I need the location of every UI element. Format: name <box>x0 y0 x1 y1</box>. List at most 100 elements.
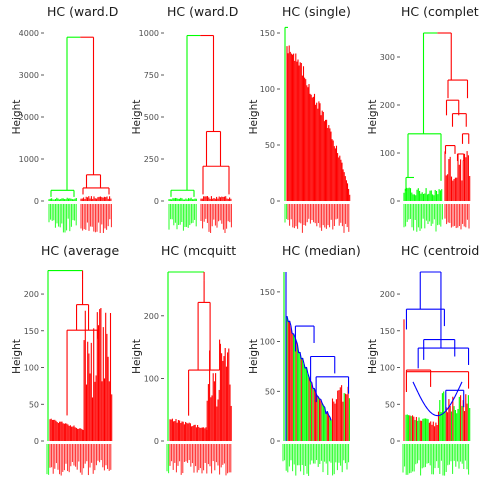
y-tick-label: 4000 <box>19 29 39 38</box>
y-tick-label: 200 <box>380 101 395 110</box>
y-tick-label: 100 <box>380 364 395 373</box>
y-tick-label: 500 <box>144 113 159 122</box>
panel-title: HC (single) <box>282 4 351 19</box>
dendrogram-branch <box>432 413 436 416</box>
y-tick-label: 0 <box>34 197 39 206</box>
y-axis-label: Height <box>248 339 260 374</box>
dendrogram-branch <box>412 381 416 388</box>
dendrogram-branch <box>316 395 319 398</box>
dendrogram-branch <box>414 386 419 393</box>
y-tick-label: 100 <box>24 364 39 373</box>
y-tick-label: 0 <box>390 197 395 206</box>
dendrogram-branch <box>311 382 314 389</box>
panel-4: HC (complet Height 0 100 200 300 <box>367 4 479 232</box>
y-tick-label: 0 <box>270 437 275 446</box>
dendrogram-branch <box>299 351 302 360</box>
y-tick-label: 150 <box>260 29 275 38</box>
y-tick-label: 0 <box>270 197 275 206</box>
dendrogram-branch <box>449 401 453 407</box>
panel-8: HC (centroid Height 0 50 100 150 200 <box>367 243 479 476</box>
dendrogram-branch <box>329 416 332 421</box>
dendrogram-branch <box>439 413 443 416</box>
dendrogram-branch <box>328 414 331 418</box>
y-tick-label: 200 <box>144 312 159 321</box>
dendrogram-branch <box>326 411 330 416</box>
dendrogram-branch <box>307 373 310 378</box>
y-tick-label: 50 <box>265 141 275 150</box>
panel-title: HC (complet <box>401 4 479 19</box>
dendrogram-branch <box>451 396 456 402</box>
dendrogram-branch <box>290 325 293 334</box>
dendrogram-branch <box>296 344 300 354</box>
panel-7: HC (median) Height 0 50 100 150 <box>248 243 361 476</box>
y-tick-label: 100 <box>380 149 395 158</box>
y-axis-label: Height <box>367 100 379 135</box>
y-tick-label: 0 <box>154 437 159 446</box>
dendrogram-branch <box>289 320 292 326</box>
dendrogram-branch <box>427 408 431 413</box>
y-tick-label: 150 <box>24 327 39 336</box>
dendrogram-branch <box>442 411 446 415</box>
dendrogram-branch <box>422 401 426 407</box>
dendrogram-branch <box>324 407 327 415</box>
y-tick-label: 50 <box>29 400 39 409</box>
y-tick-label: 100 <box>144 374 159 383</box>
dendrogram-branch <box>321 402 324 406</box>
y-tick-label: 300 <box>380 53 395 62</box>
dendrogram-branch <box>286 316 289 322</box>
dendrogram-branch <box>424 405 429 410</box>
y-tick-label: 0 <box>34 437 39 446</box>
dendrogram-branch <box>456 386 461 393</box>
panel-title: HC (ward.D <box>47 4 118 19</box>
dendrogram-branch <box>444 408 448 413</box>
y-tick-label: 0 <box>154 197 159 206</box>
y-tick-label: 200 <box>380 290 395 299</box>
panel-title: HC (centroid <box>401 243 479 258</box>
y-tick-label: 50 <box>265 387 275 396</box>
dendrogram-branch <box>305 367 309 374</box>
panel-2: HC (ward.D Height 0 250 500 750 1000 <box>131 4 238 233</box>
y-axis-label: Height <box>11 339 23 374</box>
panel-title: HC (mcquitt <box>161 243 236 258</box>
dendrogram-branch <box>317 396 320 400</box>
y-tick-label: 150 <box>380 327 395 336</box>
y-tick-label: 150 <box>260 288 275 297</box>
y-tick-label: 250 <box>144 155 159 164</box>
dendrogram-branch <box>322 405 326 408</box>
dendrogram-branch <box>303 363 306 369</box>
dendrogram-branch <box>459 381 463 388</box>
panel-1: HC (ward.D Height 0 1000 2000 3000 4000 <box>11 4 118 233</box>
dendrogram-branch <box>295 340 298 345</box>
panel-title: HC (ward.D <box>167 4 238 19</box>
y-tick-label: 50 <box>385 400 395 409</box>
dendrogram-branch <box>292 333 296 338</box>
y-tick-label: 0 <box>390 437 395 446</box>
y-axis-label: Height <box>131 339 143 374</box>
y-tick-label: 750 <box>144 71 159 80</box>
y-axis-label: Height <box>11 100 23 135</box>
y-tick-label: 100 <box>260 338 275 347</box>
panel-3: HC (single) Height 0 50 100 150 <box>248 4 351 233</box>
dendrogram-branch <box>313 388 317 393</box>
y-axis-label: Height <box>248 100 260 135</box>
dendrogram-branch <box>419 396 424 402</box>
y-tick-label: 3000 <box>19 71 39 80</box>
dendrogram-branch <box>302 357 305 364</box>
panel-5: HC (average Height 0 50 100 150 200 <box>11 243 119 476</box>
y-tick-label: 200 <box>24 290 39 299</box>
y-tick-label: 1000 <box>19 155 39 164</box>
dendrogram-branch <box>429 411 433 415</box>
dendrogram-branch <box>417 392 421 398</box>
y-tick-label: 2000 <box>19 113 39 122</box>
dendrogram-branch <box>454 392 458 398</box>
panel-title: HC (average <box>41 243 119 258</box>
dendrogram-branch <box>320 399 323 404</box>
y-tick-label: 1000 <box>139 29 159 38</box>
y-tick-label: 100 <box>260 85 275 94</box>
panel-6: HC (mcquitt Height 0 100 200 <box>131 243 236 476</box>
y-axis-label: Height <box>367 339 379 374</box>
y-axis-label: Height <box>131 100 143 135</box>
dendrogram-branch <box>446 405 451 410</box>
panel-title: HC (median) <box>282 243 361 258</box>
